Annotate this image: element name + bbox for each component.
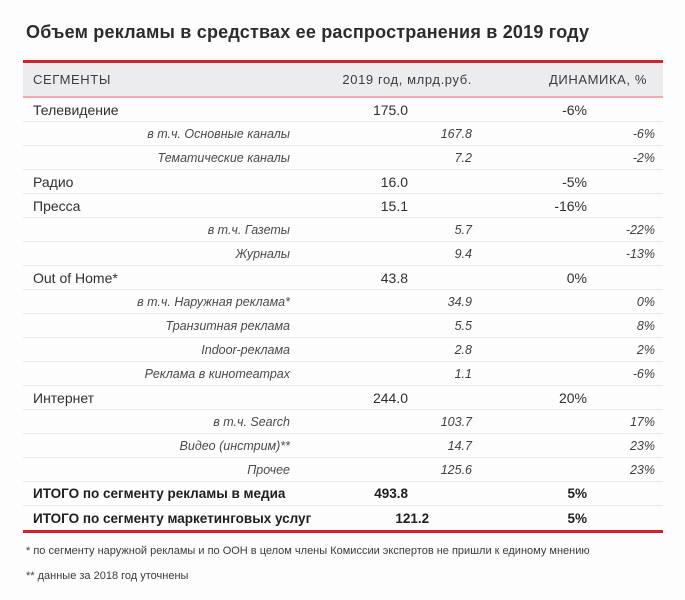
segment-dynamics: 23% <box>629 438 655 453</box>
segment-value: 43.8 <box>380 269 408 286</box>
table-row: в т.ч. Наружная реклама* 34.9 0% <box>23 290 663 314</box>
segment-dynamics: -5% <box>562 173 587 190</box>
segment-value: 34.9 <box>447 294 472 309</box>
segment-label: Интернет <box>33 389 95 406</box>
table-row: Телевидение 175.0 -6% <box>23 98 663 122</box>
table-row: Реклама в кинотеатрах 1.1 -6% <box>23 362 663 386</box>
table-row: Пресса 15.1 -16% <box>23 194 663 218</box>
footnotes: * по сегменту наружной рекламы и по ООН … <box>26 544 663 583</box>
segment-dynamics: 2% <box>636 342 655 357</box>
footnote-double-asterisk: ** данные за 2018 год уточнены <box>26 570 189 582</box>
segment-dynamics: -13% <box>625 246 655 261</box>
segment-label: Телевидение <box>33 101 119 118</box>
segment-value: 14.7 <box>447 438 472 453</box>
segment-label: Радио <box>33 173 74 190</box>
segment-value: 7.2 <box>454 150 472 165</box>
segment-label: ИТОГО по сегменту рекламы в медиа <box>33 486 286 501</box>
segment-dynamics: 0% <box>566 269 587 286</box>
table-row: ИТОГО по сегменту рекламы в медиа 493.8 … <box>23 482 663 506</box>
segment-value: 493.8 <box>374 486 408 501</box>
segment-label: в т.ч. Основные каналы <box>147 126 290 141</box>
footnote-asterisk: * по сегменту наружной рекламы и по ООН … <box>26 545 590 557</box>
segment-label: в т.ч. Наружная реклама* <box>137 294 290 309</box>
segments-table: СЕГМЕНТЫ 2019 год, млрд.руб. ДИНАМИКА, %… <box>23 60 663 533</box>
table-row: Видео (инстрим)** 14.7 23% <box>23 434 663 458</box>
table-row: Прочее 125.6 23% <box>23 458 663 482</box>
segment-value: 167.8 <box>440 126 472 141</box>
segment-dynamics: 20% <box>558 389 587 406</box>
table-row: ИТОГО по сегменту маркетинговых услуг 12… <box>23 506 663 530</box>
segment-label: Журналы <box>235 246 290 261</box>
segment-label: Indoor-реклама <box>201 342 290 357</box>
column-header-segments: СЕГМЕНТЫ <box>33 72 111 87</box>
segment-dynamics: -22% <box>625 222 655 237</box>
segment-dynamics: 17% <box>629 414 655 429</box>
segment-value: 125.6 <box>440 462 472 477</box>
segment-label: Out of Home* <box>33 269 118 286</box>
segment-label: Пресса <box>33 197 81 214</box>
table-row: в т.ч. Газеты 5.7 -22% <box>23 218 663 242</box>
segment-label: ИТОГО по сегменту маркетинговых услуг <box>33 510 312 526</box>
segment-dynamics: -6% <box>562 101 587 118</box>
table-row: Indoor-реклама 2.8 2% <box>23 338 663 362</box>
segment-value: 5.7 <box>454 222 472 237</box>
segment-label: Видео (инстрим)** <box>179 438 290 453</box>
segment-label: Транзитная реклама <box>165 318 291 333</box>
column-header-dynamics: ДИНАМИКА, % <box>548 72 647 87</box>
segment-dynamics: 8% <box>636 318 655 333</box>
table-row: Радио 16.0 -5% <box>23 170 663 194</box>
segment-value: 2.8 <box>454 342 472 357</box>
table-bottom-rule <box>23 530 663 533</box>
segment-label: Прочее <box>247 462 290 477</box>
table-row: Out of Home* 43.8 0% <box>23 266 663 290</box>
segment-dynamics: 5% <box>567 510 587 526</box>
segment-dynamics: -16% <box>554 197 587 214</box>
table-row: в т.ч. Search 103.7 17% <box>23 410 663 434</box>
segment-value: 244.0 <box>372 389 408 406</box>
segment-label: Реклама в кинотеатрах <box>144 366 290 381</box>
segment-value: 121.2 <box>395 510 430 526</box>
table-header-row: СЕГМЕНТЫ 2019 год, млрд.руб. ДИНАМИКА, % <box>23 60 663 98</box>
table-row: Интернет 244.0 20% <box>23 386 663 410</box>
table-row: Тематические каналы 7.2 -2% <box>23 146 663 170</box>
table-row: в т.ч. Основные каналы 167.8 -6% <box>23 122 663 146</box>
table-body: Телевидение 175.0 -6% в т.ч. Основные ка… <box>23 98 663 530</box>
segment-value: 9.4 <box>454 246 472 261</box>
segment-label: в т.ч. Search <box>213 414 290 429</box>
segment-dynamics: -6% <box>632 126 655 141</box>
column-header-2019-value: 2019 год, млрд.руб. <box>342 72 472 87</box>
segment-value: 175.0 <box>372 101 408 118</box>
page-title: Объем рекламы в средствах ее распростран… <box>26 22 590 42</box>
segment-dynamics: 23% <box>629 462 655 477</box>
segment-value: 16.0 <box>380 173 408 190</box>
segment-value: 1.1 <box>454 366 472 381</box>
segment-label: в т.ч. Газеты <box>207 222 290 237</box>
table-row: Транзитная реклама 5.5 8% <box>23 314 663 338</box>
segment-value: 5.5 <box>454 318 472 333</box>
segment-label: Тематические каналы <box>157 150 290 165</box>
segment-dynamics: 5% <box>567 486 587 501</box>
segment-dynamics: 0% <box>636 294 655 309</box>
segment-dynamics: -2% <box>632 150 655 165</box>
segment-dynamics: -6% <box>632 366 655 381</box>
segment-value: 103.7 <box>440 414 472 429</box>
table-row: Журналы 9.4 -13% <box>23 242 663 266</box>
segment-value: 15.1 <box>380 197 408 214</box>
